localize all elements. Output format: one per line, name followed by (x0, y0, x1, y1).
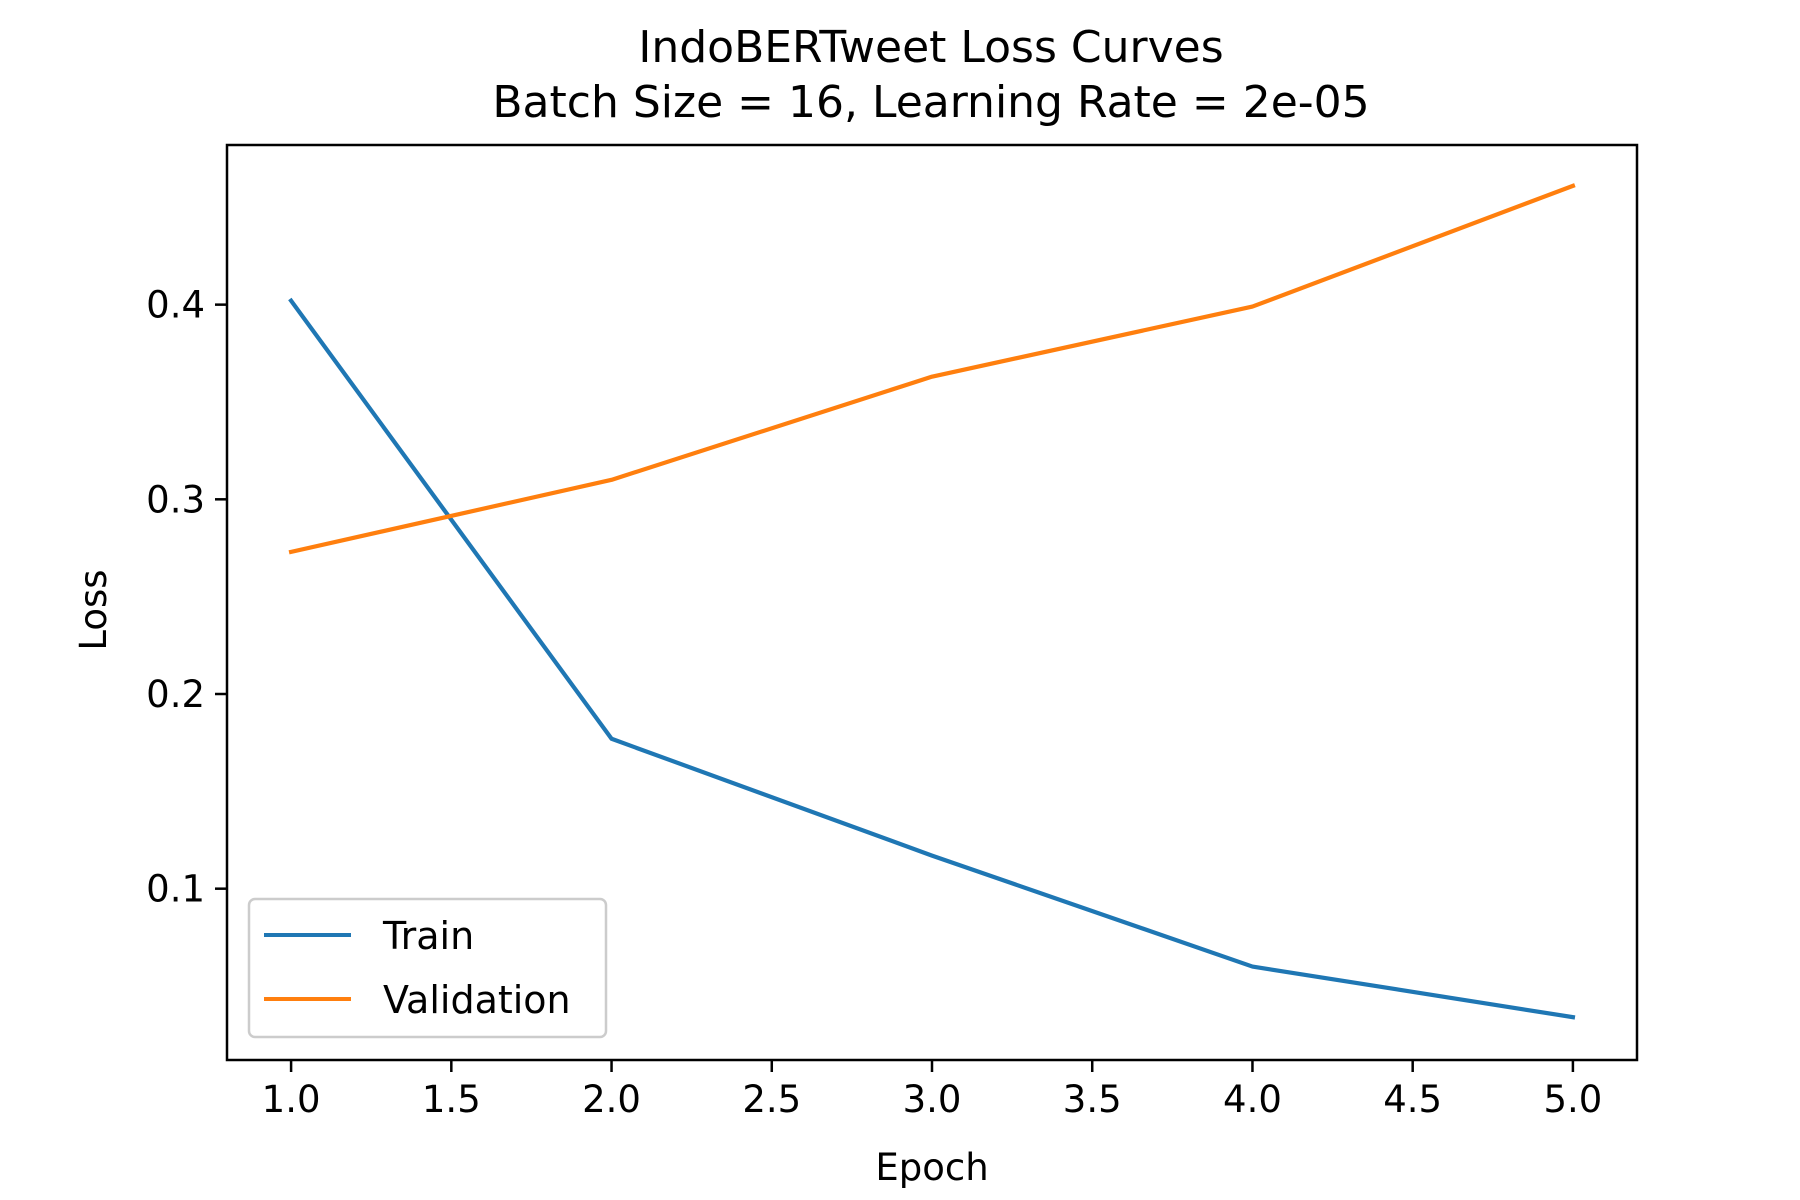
legend: Train Validation (247, 897, 608, 1039)
x-tick-label: 5.0 (1543, 1078, 1602, 1121)
y-axis-ticks: 0.1 0.2 0.3 0.4 (146, 284, 227, 911)
chart-subtitle: Batch Size = 16, Learning Rate = 2e-05 (492, 77, 1369, 128)
y-tick-label: 0.1 (146, 868, 205, 911)
x-tick-label: 4.5 (1383, 1078, 1442, 1121)
y-tick-label: 0.2 (146, 673, 205, 716)
legend-label-validation: Validation (383, 978, 571, 1022)
chart-title: IndoBERTweet Loss Curves (638, 22, 1223, 73)
series-line-validation (288, 183, 1576, 555)
y-axis-label: Loss (72, 569, 115, 650)
x-tick-label: 2.0 (582, 1078, 641, 1121)
x-tick-label: 1.0 (262, 1078, 321, 1121)
x-tick-label: 3.5 (1063, 1078, 1122, 1121)
y-tick-label: 0.3 (146, 478, 205, 521)
x-tick-label: 4.0 (1223, 1078, 1282, 1121)
y-tick-label: 0.4 (146, 284, 205, 327)
x-tick-label: 1.5 (422, 1078, 481, 1121)
series-layer (288, 183, 1576, 1020)
x-axis-label: Epoch (875, 1146, 988, 1189)
x-tick-label: 2.5 (742, 1078, 801, 1121)
series-line-train (288, 297, 1576, 1020)
legend-label-train: Train (382, 914, 474, 958)
x-tick-label: 3.0 (903, 1078, 962, 1121)
x-axis-ticks: 1.0 1.5 2.0 2.5 3.0 3.5 4.0 4.5 5.0 (262, 1060, 1602, 1121)
